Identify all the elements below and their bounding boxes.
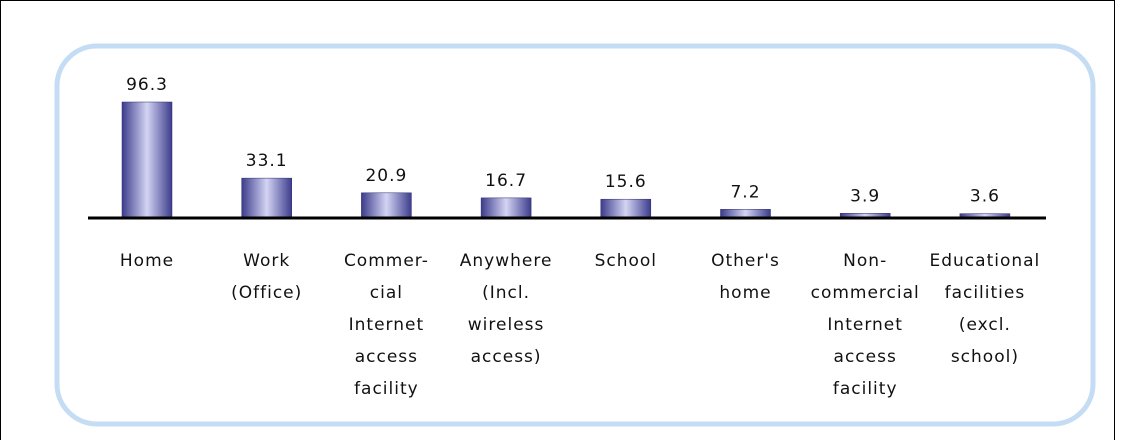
value-label: 15.6 bbox=[605, 172, 647, 192]
bar bbox=[241, 177, 292, 219]
value-label: 7.2 bbox=[730, 182, 760, 202]
bar bbox=[361, 192, 412, 219]
category-label: School bbox=[594, 251, 658, 271]
value-label: 16.7 bbox=[485, 171, 527, 191]
panel bbox=[54, 43, 1096, 427]
bar bbox=[121, 101, 173, 219]
category-label: Non- commercial Internet access facility bbox=[810, 251, 920, 399]
category-label: Educational facilities (excl. school) bbox=[929, 251, 1041, 367]
value-label: 96.3 bbox=[126, 75, 168, 95]
value-label: 3.6 bbox=[970, 187, 1000, 207]
category-label: Home bbox=[119, 251, 175, 271]
value-label: 20.9 bbox=[365, 166, 407, 186]
bar bbox=[600, 198, 652, 219]
value-label: 3.9 bbox=[850, 186, 880, 206]
bar bbox=[480, 197, 532, 219]
value-label: 33.1 bbox=[246, 151, 288, 171]
category-label: Commer- cial Internet access facility bbox=[343, 251, 429, 399]
category-label: Work (Office) bbox=[231, 251, 303, 303]
category-label: Anywhere (Incl. wireless access) bbox=[459, 251, 553, 367]
category-label: Other's home bbox=[711, 251, 780, 303]
